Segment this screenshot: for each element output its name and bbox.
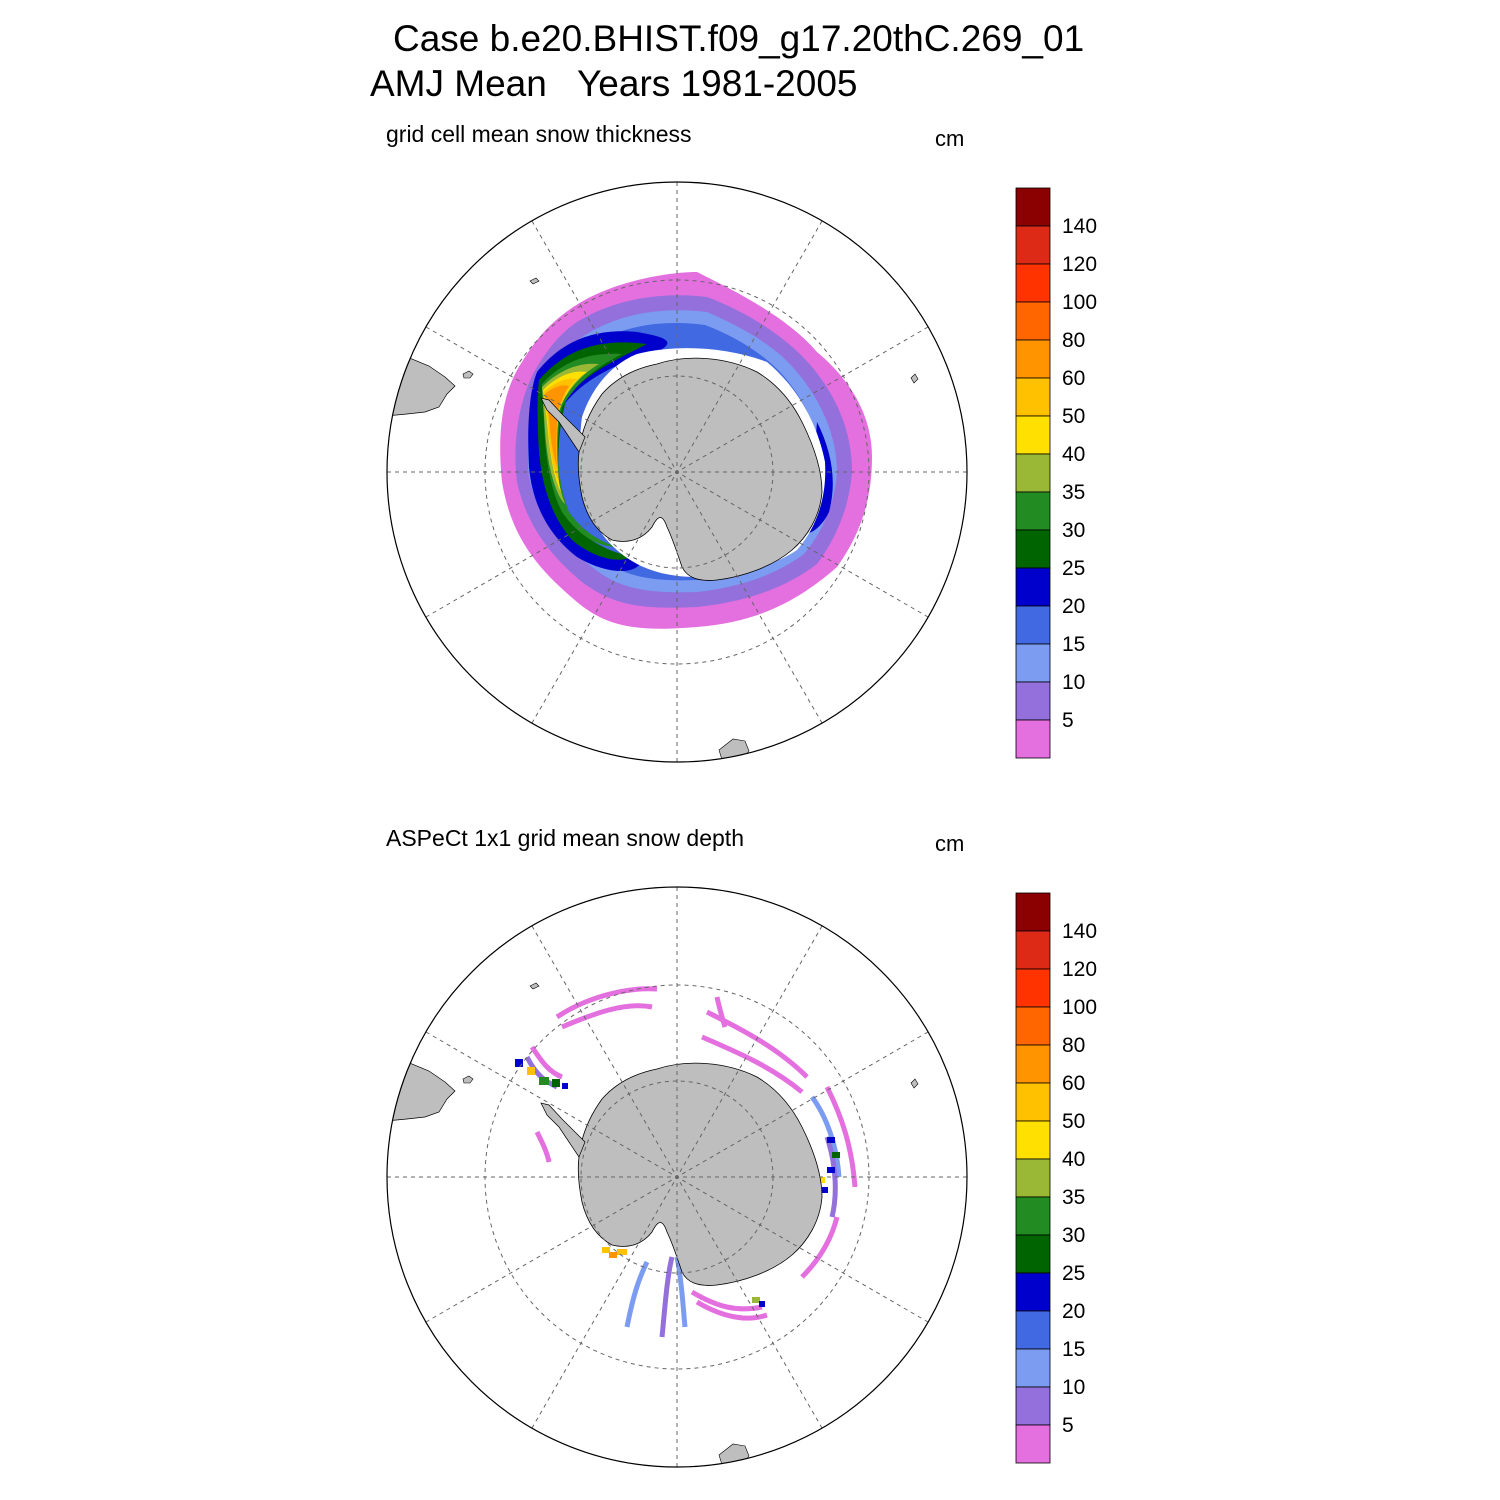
panel2-colorbar-label: 10 — [1062, 1376, 1085, 1399]
panel1-colorbar-box-9 — [1015, 377, 1051, 417]
panel1-polar-map — [386, 181, 968, 763]
panel2-colorbar-label: 50 — [1062, 1110, 1085, 1133]
panel2-colorbar-label: 20 — [1062, 1300, 1085, 1323]
figure-title-season: AMJ Mean Years 1981-2005 — [370, 63, 858, 104]
panel2-colorbar-label: 30 — [1062, 1224, 1085, 1247]
snow-band-darkblue-east — [802, 422, 833, 534]
panel2-colorbar-label: 5 — [1062, 1414, 1074, 1437]
panel1-colorbar-label: 15 — [1062, 633, 1085, 656]
panel1-colorbar-box-6 — [1015, 491, 1051, 531]
panel2-colorbar-label: 100 — [1062, 996, 1097, 1019]
panel2-colorbar-box-2 — [1015, 1348, 1051, 1388]
falkland-islands — [462, 1075, 474, 1084]
map-boundary — [386, 886, 968, 1468]
panel2-colorbar-label: 120 — [1062, 958, 1097, 981]
panel2-units: cm — [935, 831, 965, 856]
panel2-title: ASPeCt 1x1 grid mean snow depth — [386, 825, 744, 851]
graticule — [387, 887, 967, 1467]
panel1-colorbar-box-2 — [1015, 643, 1051, 683]
panel2-colorbar-box-6 — [1015, 1196, 1051, 1236]
map-boundary — [386, 181, 968, 763]
panel1-colorbar-box-8 — [1015, 415, 1051, 455]
panel1-colorbar-box-14 — [1015, 187, 1051, 227]
panel2-colorbar-box-10 — [1015, 1044, 1051, 1084]
panel1-colorbar-box-0 — [1015, 719, 1051, 759]
panel1-colorbar-box-1 — [1015, 681, 1051, 721]
panel2-colorbar-box-11 — [1015, 1006, 1051, 1046]
panel2-colorbar-label: 40 — [1062, 1148, 1085, 1171]
falkland-islands — [462, 370, 474, 379]
panel1-colorbar-label: 80 — [1062, 329, 1085, 352]
panel1-colorbar: 5 10 15 20 25 30 35 40 50 60 80 100 120 140 — [1015, 187, 1097, 759]
antarctica-landmass — [577, 1062, 823, 1286]
south-africa-landfall — [910, 373, 919, 384]
panel1-colorbar-label: 50 — [1062, 405, 1085, 428]
panel2-colorbar-label: 80 — [1062, 1034, 1085, 1057]
panel1-colorbar-label: 100 — [1062, 291, 1097, 314]
panel2-colorbar-box-9 — [1015, 1082, 1051, 1122]
south-africa-landfall — [910, 1078, 919, 1089]
panel1-colorbar-label: 25 — [1062, 557, 1085, 580]
panel2-colorbar-box-14 — [1015, 892, 1051, 932]
panel2-colorbar-label: 25 — [1062, 1262, 1085, 1285]
panel1-colorbar-box-4 — [1015, 567, 1051, 607]
figure-title-case: Case b.e20.BHIST.f09_g17.20thC.269_01 — [393, 18, 1085, 59]
panel2-colorbar-box-5 — [1015, 1234, 1051, 1274]
panel1-colorbar-label: 30 — [1062, 519, 1085, 542]
panel2-colorbar-label: 140 — [1062, 920, 1097, 943]
panel1-colorbar-label: 10 — [1062, 671, 1085, 694]
panel2-colorbar: 5 10 15 20 25 30 35 40 50 60 80 100 120 140 — [1015, 892, 1097, 1464]
panel1-colorbar-label: 35 — [1062, 481, 1085, 504]
panel1-colorbar-box-5 — [1015, 529, 1051, 569]
panel1-colorbar-label: 120 — [1062, 253, 1097, 276]
panel1-colorbar-box-13 — [1015, 225, 1051, 265]
panel2-colorbar-label: 35 — [1062, 1186, 1085, 1209]
panel1-colorbar-box-12 — [1015, 263, 1051, 303]
panel2-colorbar-box-1 — [1015, 1386, 1051, 1426]
antarctic-peninsula — [540, 1102, 586, 1158]
panel1-colorbar-label: 140 — [1062, 215, 1097, 238]
panel1-colorbar-box-3 — [1015, 605, 1051, 645]
panel1-title: grid cell mean snow thickness — [386, 121, 692, 147]
panel2-colorbar-box-7 — [1015, 1158, 1051, 1198]
panel1-colorbar-label: 20 — [1062, 595, 1085, 618]
panel2-colorbar-box-3 — [1015, 1310, 1051, 1350]
panel2-colorbar-box-12 — [1015, 968, 1051, 1008]
south-georgia — [529, 982, 540, 990]
ship-track-high-values — [515, 1059, 840, 1307]
antarctica-landmass — [577, 357, 823, 581]
panel2-colorbar-box-8 — [1015, 1120, 1051, 1160]
panel1-colorbar-box-7 — [1015, 453, 1051, 493]
panel2-colorbar-box-0 — [1015, 1424, 1051, 1464]
panel1-colorbar-box-11 — [1015, 301, 1051, 341]
panel1-colorbar-box-10 — [1015, 339, 1051, 379]
south-georgia — [529, 277, 540, 285]
panel2-polar-map — [386, 886, 968, 1468]
antarctic-peninsula — [540, 397, 586, 453]
graticule — [387, 182, 967, 762]
panel2-colorbar-box-13 — [1015, 930, 1051, 970]
panel1-units: cm — [935, 126, 965, 151]
panel2-colorbar-label: 15 — [1062, 1338, 1085, 1361]
panel2-colorbar-label: 60 — [1062, 1072, 1085, 1095]
panel1-colorbar-label: 40 — [1062, 443, 1085, 466]
panel2-colorbar-box-4 — [1015, 1272, 1051, 1312]
panel1-colorbar-label: 60 — [1062, 367, 1085, 390]
panel1-colorbar-label: 5 — [1062, 709, 1074, 732]
